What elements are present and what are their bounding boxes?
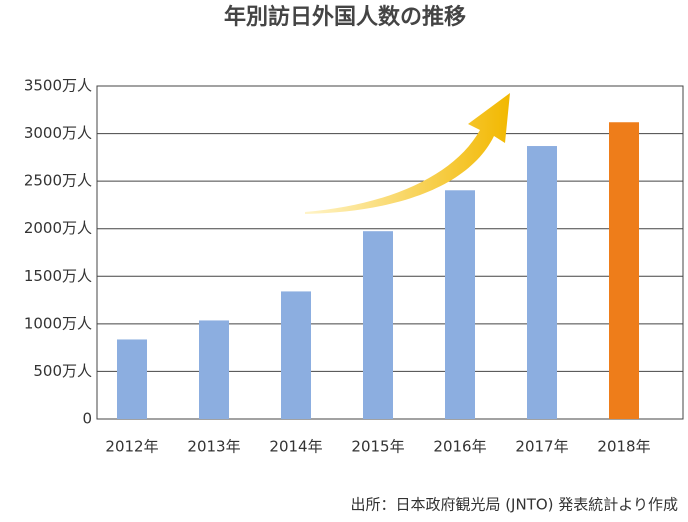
- x-tick-label: 2016年: [433, 438, 486, 456]
- y-tick-label: 1500万人: [24, 267, 92, 285]
- bar: [363, 231, 393, 419]
- x-tick-label: 2012年: [105, 438, 158, 456]
- chart-title: 年別訪日外国人数の推移: [224, 4, 466, 30]
- y-tick-label: 500万人: [33, 362, 92, 380]
- y-tick-label: 0: [82, 410, 92, 428]
- x-tick-label: 2014年: [269, 438, 322, 456]
- trend-arrow: [305, 93, 510, 214]
- bar: [199, 320, 229, 419]
- bar: [445, 190, 475, 419]
- bar: [281, 291, 311, 419]
- y-tick-label: 2000万人: [24, 219, 92, 237]
- y-tick-label: 3500万人: [24, 77, 92, 95]
- x-tick-label: 2013年: [187, 438, 240, 456]
- source-note: 出所：日本政府観光局 (JNTO) 発表統計より作成: [350, 496, 678, 514]
- x-tick-label: 2017年: [515, 438, 568, 456]
- y-tick-label: 1000万人: [24, 314, 92, 332]
- y-tick-label: 3000万人: [24, 124, 92, 142]
- y-tick-label: 2500万人: [24, 172, 92, 190]
- bar: [609, 122, 639, 420]
- bar: [527, 146, 557, 419]
- x-tick-label: 2015年: [351, 438, 404, 456]
- x-tick-label: 2018年: [597, 438, 650, 456]
- bar: [117, 339, 147, 419]
